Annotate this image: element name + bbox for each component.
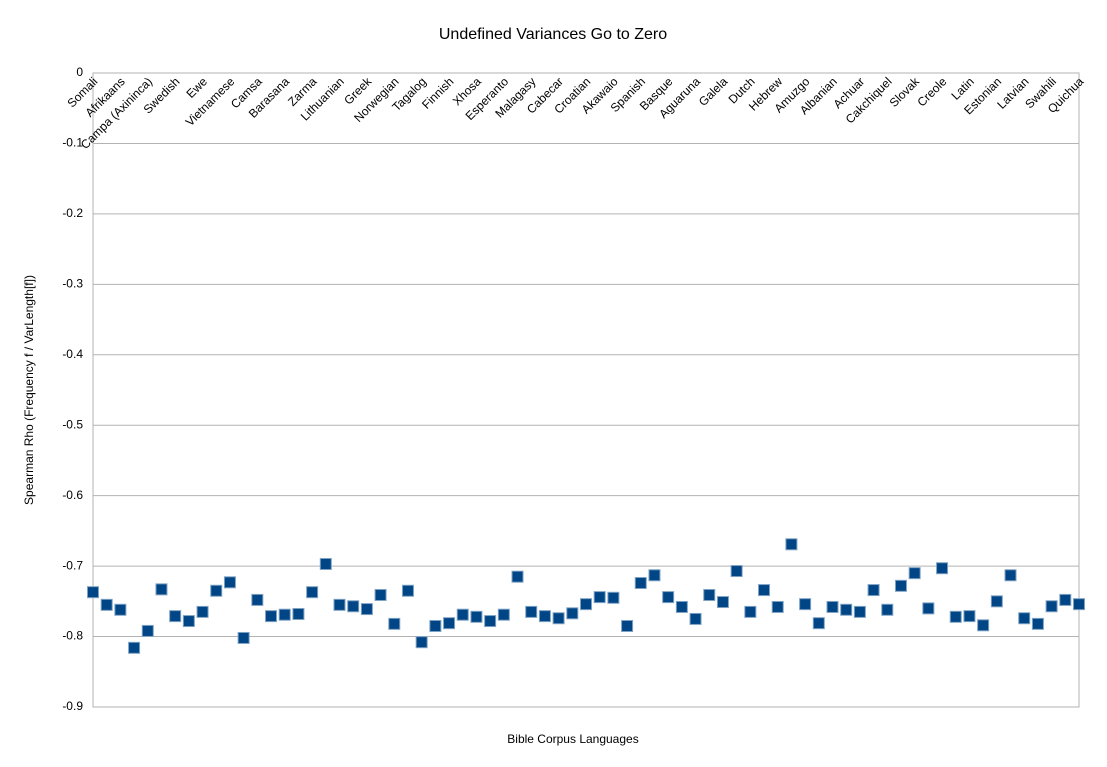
data-point [114, 603, 127, 616]
y-tick-label: -0.7 [62, 558, 83, 572]
data-point [388, 617, 401, 630]
data-point [443, 617, 456, 630]
data-point [237, 631, 250, 644]
data-point [429, 619, 442, 632]
y-tick-label: -0.1 [62, 136, 83, 150]
data-point [689, 612, 702, 625]
y-tick-label: -0.4 [62, 347, 83, 361]
data-point [155, 583, 168, 596]
y-tick-label: -0.6 [62, 488, 83, 502]
data-point [306, 586, 319, 599]
data-point [990, 595, 1003, 608]
data-point [648, 569, 661, 582]
data-point [908, 567, 921, 580]
data-point [360, 603, 373, 616]
data-point [566, 607, 579, 620]
data-point [1018, 612, 1031, 625]
data-point [538, 610, 551, 623]
data-point [347, 600, 360, 613]
data-point [525, 605, 538, 618]
data-point [977, 619, 990, 632]
data-point [223, 576, 236, 589]
y-tick-label: -0.5 [62, 417, 83, 431]
data-point [128, 641, 141, 654]
data-point [785, 538, 798, 551]
data-point [552, 612, 565, 625]
data-point [922, 602, 935, 615]
data-point [744, 605, 757, 618]
data-point [141, 624, 154, 637]
data-point [881, 603, 894, 616]
data-point [771, 600, 784, 613]
data-point [265, 610, 278, 623]
data-point [169, 610, 182, 623]
data-point [182, 615, 195, 628]
data-point [484, 615, 497, 628]
data-point [415, 636, 428, 649]
data-point [1045, 600, 1058, 613]
data-point [278, 608, 291, 621]
chart-title: Undefined Variances Go to Zero [439, 26, 667, 43]
data-point [1059, 593, 1072, 606]
data-point [703, 588, 716, 601]
data-point [333, 598, 346, 611]
data-point [210, 584, 223, 597]
y-axis-label: Spearman Rho (Frequency f / VarLength[f]… [22, 275, 36, 505]
y-tick-label: 0 [76, 65, 83, 79]
data-point [840, 603, 853, 616]
data-point [826, 600, 839, 613]
data-point [730, 565, 743, 578]
data-point [511, 570, 524, 583]
data-point [812, 617, 825, 630]
data-point [1004, 569, 1017, 582]
data-point [456, 608, 469, 621]
x-tick-label: Slovak [887, 74, 923, 110]
data-point [251, 593, 264, 606]
data-point [621, 619, 634, 632]
data-point [716, 596, 729, 609]
data-point [374, 588, 387, 601]
x-tick-label: Finnish [419, 74, 456, 111]
y-tick-label: -0.8 [62, 629, 83, 643]
x-tick-label: Galela [696, 74, 731, 109]
data-point [799, 598, 812, 611]
data-point [497, 608, 510, 621]
data-point [1073, 598, 1085, 611]
data-point [292, 608, 305, 621]
data-point [87, 586, 99, 599]
data-point [607, 591, 620, 604]
data-point [867, 584, 880, 597]
data-point [470, 610, 483, 623]
data-point [675, 600, 688, 613]
x-axis-label: Bible Corpus Languages [507, 732, 638, 746]
x-tick-label: Creole [915, 74, 950, 109]
data-point [949, 610, 962, 623]
data-point [936, 562, 949, 575]
data-point [662, 591, 675, 604]
data-point [853, 605, 866, 618]
data-point [963, 610, 976, 623]
data-point [634, 577, 647, 590]
data-point [580, 598, 592, 611]
data-point [593, 591, 606, 604]
data-point [319, 557, 332, 570]
data-point [196, 605, 209, 618]
data-point [758, 584, 771, 597]
y-tick-label: -0.3 [62, 277, 83, 291]
data-point [401, 584, 414, 597]
data-point [1031, 617, 1044, 630]
y-tick-label: -0.2 [62, 206, 83, 220]
y-tick-label: -0.9 [62, 699, 83, 713]
data-point [894, 579, 907, 592]
data-point [100, 598, 113, 611]
